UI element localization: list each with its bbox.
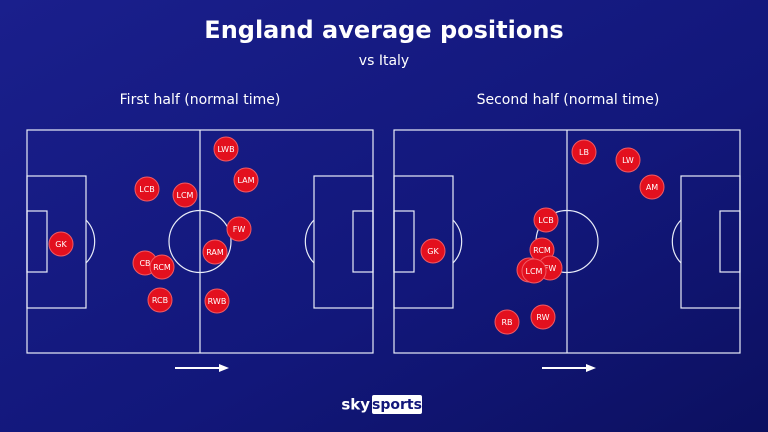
player: LAM	[233, 167, 259, 193]
player-label: AM	[646, 183, 658, 192]
goal-area	[393, 210, 415, 273]
player: AM	[639, 174, 665, 200]
player-label: LW	[622, 156, 634, 165]
player-marker	[213, 136, 239, 162]
player-label: RCB	[152, 296, 168, 305]
penalty-arc	[85, 219, 96, 264]
player-label: FW	[233, 225, 246, 234]
goal-area	[719, 210, 741, 273]
player: RB	[494, 309, 520, 335]
logo: sky sports	[341, 395, 422, 414]
player: RCB	[147, 287, 173, 313]
player-marker	[233, 167, 259, 193]
player: LCM	[172, 182, 198, 208]
player: LCM	[521, 258, 547, 284]
player-label: LCB	[139, 185, 155, 194]
player: LW	[615, 147, 641, 173]
player-marker	[204, 288, 230, 314]
player-label: LCB	[538, 216, 554, 225]
player-label: RB	[501, 318, 512, 327]
subtitle: vs Italy	[359, 53, 409, 69]
player: RW	[530, 304, 556, 330]
player: RCM	[149, 254, 175, 280]
player-marker	[172, 182, 198, 208]
player-marker	[134, 176, 160, 202]
player: GK	[420, 238, 446, 264]
player-marker	[530, 304, 556, 330]
player: LWB	[213, 136, 239, 162]
player-label: CB	[139, 259, 150, 268]
player-label: RW	[536, 313, 549, 322]
player-label: RAM	[206, 248, 224, 257]
player-label: LB	[579, 148, 589, 157]
player: GK	[48, 231, 74, 257]
player-label: LWB	[217, 145, 234, 154]
panel-label: First half (normal time)	[120, 92, 281, 108]
player-marker	[533, 207, 559, 233]
player-label: GK	[55, 240, 67, 249]
player: LCB	[134, 176, 160, 202]
player-marker	[147, 287, 173, 313]
player-label: FW	[544, 264, 557, 273]
player-marker	[639, 174, 665, 200]
player-marker	[420, 238, 446, 264]
goal-area	[352, 210, 374, 273]
player-label: LCM	[177, 191, 194, 200]
title: England average positions	[204, 16, 563, 44]
player-marker	[202, 239, 228, 265]
arrow-head	[219, 364, 229, 372]
player: LCB	[533, 207, 559, 233]
pitch	[393, 129, 741, 354]
player-marker	[615, 147, 641, 173]
player-label: RCM	[533, 246, 551, 255]
player-marker	[521, 258, 547, 284]
player-label: RCM	[153, 263, 171, 272]
player: FW	[226, 216, 252, 242]
logo-box	[372, 395, 422, 414]
player-marker	[494, 309, 520, 335]
arrow-head	[586, 364, 596, 372]
player-marker	[149, 254, 175, 280]
player-label: RWB	[208, 297, 227, 306]
logo-product: sports	[372, 397, 422, 413]
centre-circle	[168, 209, 232, 274]
pitch	[26, 129, 374, 354]
player-label: LCM	[526, 267, 543, 276]
player-marker	[571, 139, 597, 165]
player-marker	[226, 216, 252, 242]
penalty-arc	[452, 219, 463, 264]
panel-label: Second half (normal time)	[477, 92, 660, 108]
logo-brand: sky	[341, 396, 370, 414]
player: RWB	[204, 288, 230, 314]
player-marker	[48, 231, 74, 257]
player-label: GK	[427, 247, 439, 256]
player-label: LAM	[237, 176, 254, 185]
player: RAM	[202, 239, 228, 265]
penalty-arc	[304, 219, 315, 264]
player: LB	[571, 139, 597, 165]
penalty-arc	[671, 219, 682, 264]
goal-area	[26, 210, 48, 273]
